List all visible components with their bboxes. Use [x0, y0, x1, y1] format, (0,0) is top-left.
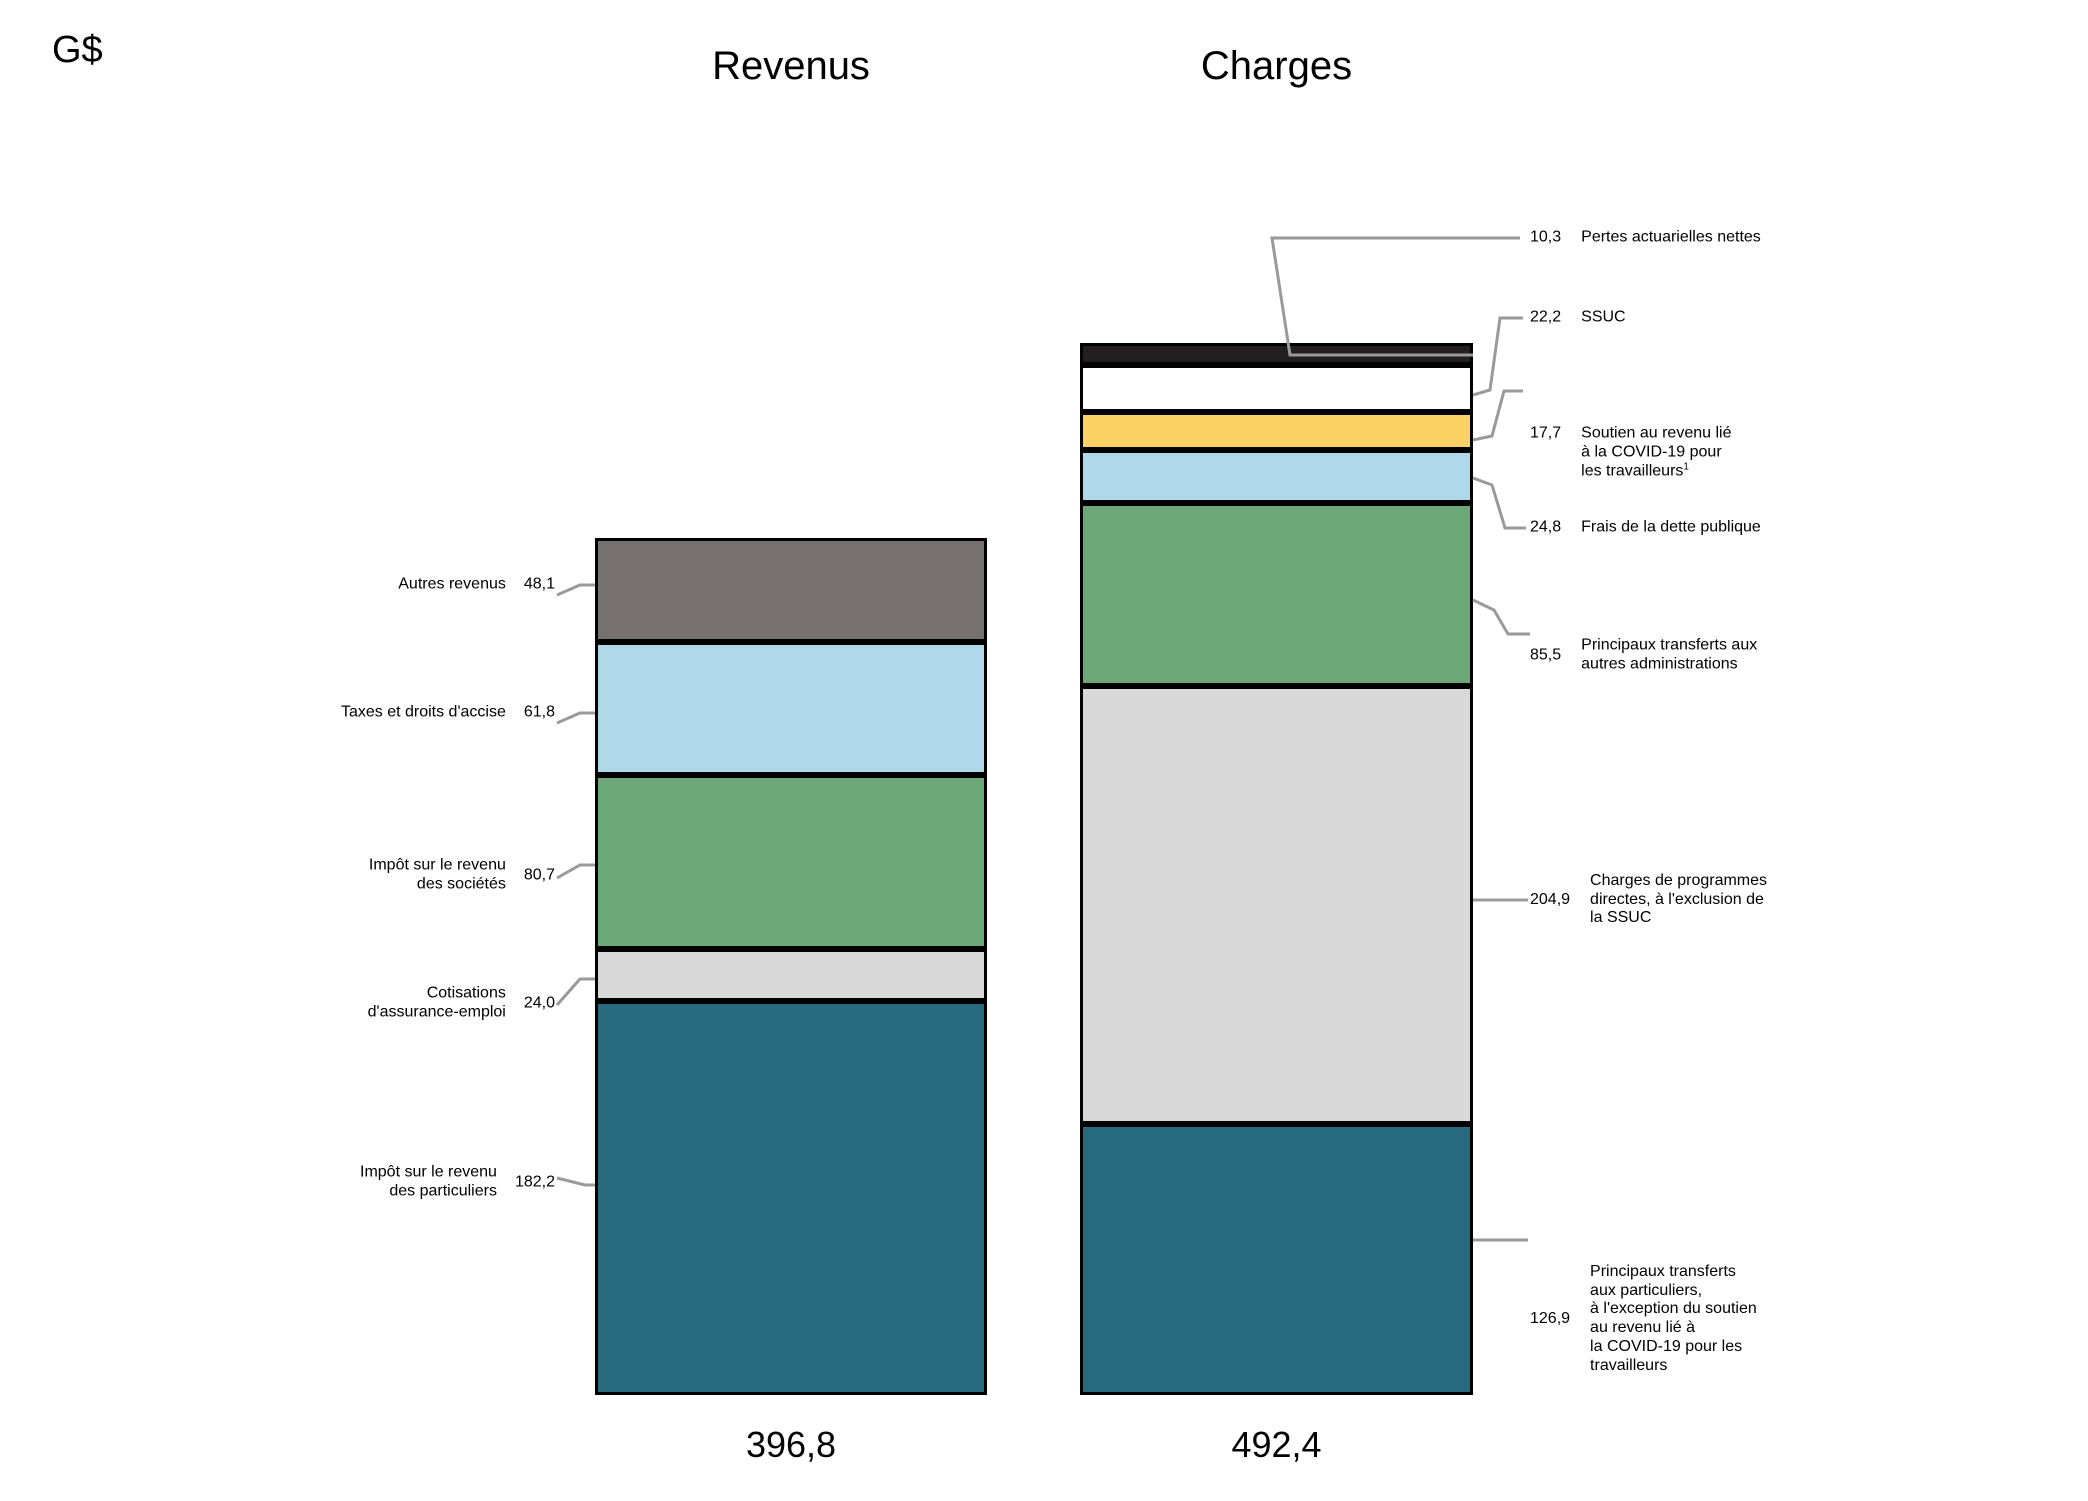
leader-pertes-actuarielles [1270, 236, 1520, 357]
unit-label: G$ [52, 29, 103, 71]
callout-frais-dette-value: 24,8 [1530, 519, 1562, 536]
callout-transferts-particuliers-text: Principaux transferts aux particuliers, … [1590, 1262, 1757, 1374]
footnote-marker: 1 [1683, 461, 1689, 473]
callout-frais-dette: 24,8 Frais de la dette publique [1530, 519, 1761, 538]
callout-frais-dette-text: Frais de la dette publique [1581, 518, 1761, 536]
callout-impot-societes-value: 80,7 [523, 866, 555, 883]
segment-soutien-revenu-covid[interactable] [1080, 412, 1473, 450]
callout-transferts-particuliers: 126,9 Principaux transferts aux particul… [1530, 1263, 1757, 1375]
leader-autres-revenus [556, 583, 595, 597]
callout-soutien-covid: 17,7 Soutien au revenu lié à la COVID-19… [1530, 424, 1731, 481]
callout-ssuc-text: SSUC [1581, 308, 1626, 326]
stacked-bar-revenus [595, 538, 987, 1395]
callout-ssuc-value: 22,2 [1530, 309, 1562, 326]
segment-impot-societes[interactable] [595, 775, 987, 949]
callout-impot-particuliers-text: Impôt sur le revenu des particuliers [360, 1163, 497, 1199]
callout-taxes-droits-value: 61,8 [523, 704, 555, 721]
leader-ssuc [1472, 316, 1523, 397]
callout-impot-societes-text: Impôt sur le revenu des sociétés [368, 856, 506, 892]
segment-transferts-particuliers[interactable] [1080, 1124, 1473, 1395]
callout-transferts-administrations-text: Principaux transferts aux autres adminis… [1581, 636, 1758, 672]
callout-impot-particuliers-value: 182,2 [514, 1173, 555, 1190]
callout-autres-revenus-value: 48,1 [523, 576, 555, 593]
leader-cotisations-ae [555, 977, 595, 1006]
callout-taxes-droits: Taxes et droits d'accise 61,8 [40, 704, 555, 723]
callout-cotisations-ae: Cotisations d'assurance-emploi 24,0 [60, 984, 555, 1021]
callout-pertes-actuarielles-text: Pertes actuarielles nettes [1581, 228, 1761, 246]
callout-charges-programmes: 204,9 Charges de programmes directes, à … [1530, 872, 1767, 928]
callout-ssuc: 22,2 SSUC [1530, 309, 1626, 328]
total-charges: 492,4 [1231, 1424, 1322, 1465]
callout-cotisations-ae-text: Cotisations d'assurance-emploi [367, 984, 506, 1020]
callout-charges-programmes-text: Charges de programmes directes, à l'excl… [1590, 871, 1768, 927]
leader-frais-dette [1472, 476, 1526, 530]
segment-cotisations-ae[interactable] [595, 949, 987, 1001]
total-revenus: 396,8 [745, 1424, 837, 1465]
leader-impot-particuliers [556, 1176, 595, 1187]
segment-pertes-actuarielles[interactable] [1080, 343, 1473, 365]
leader-taxes-droits [556, 711, 595, 725]
callout-cotisations-ae-value: 24,0 [523, 994, 555, 1011]
segment-impot-particuliers[interactable] [595, 1001, 987, 1395]
callout-charges-programmes-value: 204,9 [1530, 891, 1571, 908]
callout-transferts-administrations-value: 85,5 [1530, 646, 1562, 663]
segment-taxes-droits-accise[interactable] [595, 642, 987, 775]
leader-transferts-administrations [1472, 598, 1530, 636]
callout-soutien-covid-value: 17,7 [1530, 424, 1562, 442]
segment-autres-revenus[interactable] [595, 538, 987, 642]
callout-soutien-covid-text: Soutien au revenu lié à la COVID-19 pour… [1581, 424, 1732, 481]
callout-pertes-actuarielles: 10,3 Pertes actuarielles nettes [1530, 229, 1761, 248]
leader-soutien-covid [1472, 389, 1523, 442]
segment-transferts-administrations[interactable] [1080, 503, 1473, 686]
callout-pertes-actuarielles-value: 10,3 [1530, 229, 1562, 246]
callout-autres-revenus: Autres revenus 48,1 [140, 576, 555, 595]
segment-ssuc[interactable] [1080, 365, 1473, 412]
segment-frais-dette-publique[interactable] [1080, 450, 1473, 503]
callout-autres-revenus-text: Autres revenus [398, 575, 506, 593]
leader-impot-societes [556, 863, 595, 880]
callout-transferts-administrations: 85,5 Principaux transferts aux autres ad… [1530, 636, 1757, 673]
callout-taxes-droits-text: Taxes et droits d'accise [340, 703, 506, 721]
callout-impot-particuliers: Impôt sur le revenu des particuliers 182… [80, 1163, 555, 1200]
callout-impot-societes: Impôt sur le revenu des sociétés 80,7 [90, 856, 555, 893]
stacked-bar-charges [1080, 343, 1473, 1395]
segment-charges-programmes[interactable] [1080, 686, 1473, 1124]
callout-transferts-particuliers-value: 126,9 [1530, 1310, 1571, 1327]
column-title-charges: Charges [1200, 44, 1353, 88]
column-title-revenus: Revenus [712, 44, 870, 88]
